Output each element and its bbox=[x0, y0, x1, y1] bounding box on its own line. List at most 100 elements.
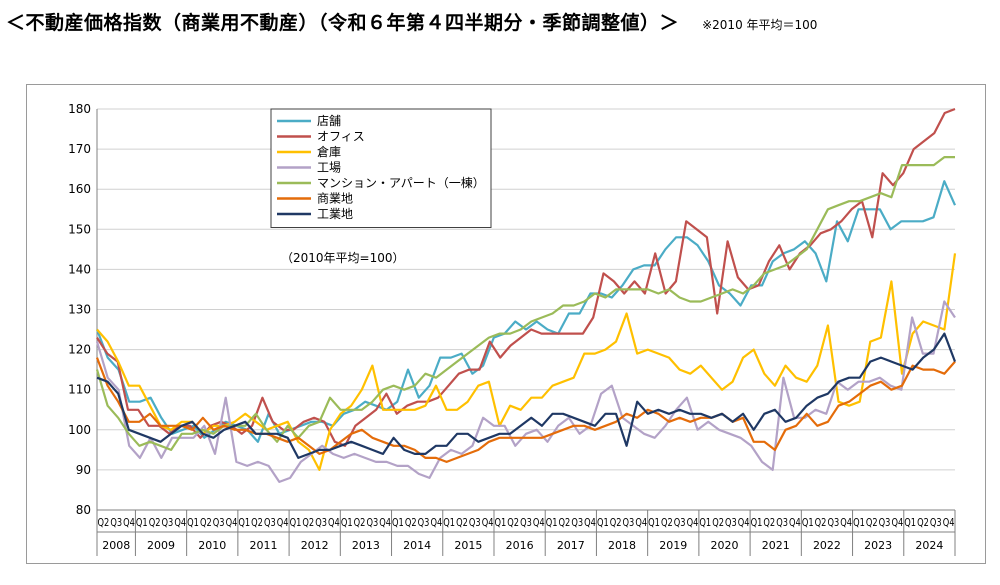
series-line bbox=[96, 332, 957, 459]
x-tick-label: Q3 bbox=[571, 517, 583, 529]
chart-frame: 80 90 100 110 120 130 140 150 160 170 180 Q2 Q3 Q4 Q1 Q… bbox=[26, 84, 986, 564]
x-tick-label: Q2 bbox=[866, 517, 878, 529]
legend-label: 倉庫 bbox=[317, 144, 341, 159]
x-tick-label: Q2 bbox=[251, 517, 263, 529]
year-label: 2020 bbox=[710, 539, 738, 552]
x-tick-label: Q2 bbox=[661, 517, 673, 529]
x-tick-label: Q3 bbox=[930, 517, 942, 529]
x-tick-label: Q2 bbox=[405, 517, 417, 529]
x-tick-label: Q3 bbox=[213, 517, 225, 529]
x-tick-label: Q1 bbox=[597, 517, 609, 529]
year-label: 2024 bbox=[915, 539, 943, 552]
year-label: 2009 bbox=[147, 539, 175, 552]
x-tick-label: Q1 bbox=[290, 517, 302, 529]
x-tick-label: Q1 bbox=[648, 517, 660, 529]
y-tick-label: 140 bbox=[68, 262, 91, 276]
x-tick-label: Q4 bbox=[379, 517, 391, 529]
page-title: ＜不動産価格指数（商業用不動産）（令和６年第４四半期分・季節調整値）＞ ※201… bbox=[6, 8, 817, 35]
legend-label: 店舗 bbox=[317, 114, 341, 128]
x-tick-label: Q2 bbox=[712, 517, 724, 529]
series-line bbox=[95, 300, 956, 483]
x-tick-label: Q2 bbox=[98, 517, 110, 529]
legend-label: マンション・アパート（一棟） bbox=[317, 175, 485, 190]
inner-base-note: （2010年平均=100） bbox=[281, 251, 405, 265]
x-tick-label: Q2 bbox=[763, 517, 775, 529]
x-tick-label: Q2 bbox=[456, 517, 468, 529]
y-tick-label: 90 bbox=[76, 463, 91, 477]
legend-label: 工場 bbox=[317, 161, 341, 175]
x-tick-label: Q4 bbox=[584, 517, 596, 529]
x-tick-label: Q4 bbox=[943, 517, 955, 529]
x-tick-label: Q3 bbox=[623, 517, 635, 529]
year-label: 2018 bbox=[608, 539, 636, 552]
x-tick-label: Q4 bbox=[533, 517, 545, 529]
x-tick-label: Q4 bbox=[174, 517, 186, 529]
x-tick-label: Q2 bbox=[200, 517, 212, 529]
legend-label: 工業地 bbox=[317, 207, 353, 221]
x-tick-label: Q4 bbox=[891, 517, 903, 529]
x-tick-label: Q4 bbox=[738, 517, 750, 529]
series-line bbox=[95, 357, 956, 463]
x-tick-label: Q4 bbox=[430, 517, 442, 529]
x-tick-label: Q2 bbox=[610, 517, 622, 529]
year-label: 2012 bbox=[301, 539, 329, 552]
x-tick-label: Q4 bbox=[277, 517, 289, 529]
year-label: 2014 bbox=[403, 539, 431, 552]
x-tick-label: Q4 bbox=[328, 517, 340, 529]
y-tick-label: 160 bbox=[68, 182, 91, 196]
x-tick-label: Q4 bbox=[123, 517, 135, 529]
x-tick-label: Q3 bbox=[162, 517, 174, 529]
y-tick-label: 130 bbox=[68, 303, 91, 317]
x-tick-label: Q1 bbox=[546, 517, 558, 529]
chart-title: ＜不動産価格指数（商業用不動産）（令和６年第４四半期分・季節調整値）＞ bbox=[6, 12, 680, 34]
series-line bbox=[95, 155, 955, 451]
x-tick-label: Q3 bbox=[879, 517, 891, 529]
year-label: 2013 bbox=[352, 539, 380, 552]
y-tick-label: 110 bbox=[68, 383, 91, 397]
x-tick-label: Q1 bbox=[443, 517, 455, 529]
base-note: ※2010 年平均＝100 bbox=[702, 18, 818, 32]
year-label: 2022 bbox=[813, 539, 841, 552]
y-tick-label: 150 bbox=[68, 222, 91, 236]
x-tick-label: Q4 bbox=[482, 517, 494, 529]
x-tick-label: Q1 bbox=[238, 517, 250, 529]
year-label: 2011 bbox=[249, 539, 277, 552]
x-tick-label: Q3 bbox=[366, 517, 378, 529]
year-label: 2017 bbox=[557, 539, 585, 552]
x-tick-label: Q1 bbox=[494, 517, 506, 529]
x-tick-label: Q3 bbox=[110, 517, 122, 529]
x-tick-label: Q1 bbox=[392, 517, 404, 529]
year-label: 2010 bbox=[198, 539, 226, 552]
x-tick-label: Q1 bbox=[187, 517, 199, 529]
x-tick-label: Q1 bbox=[751, 517, 763, 529]
x-tick-label: Q3 bbox=[776, 517, 788, 529]
y-tick-label: 80 bbox=[76, 503, 91, 517]
y-tick-label: 170 bbox=[68, 142, 91, 156]
year-label: 2023 bbox=[864, 539, 892, 552]
x-tick-label: Q3 bbox=[520, 517, 532, 529]
legend-label: 商業地 bbox=[317, 191, 353, 206]
x-tick-label: Q3 bbox=[264, 517, 276, 529]
x-tick-label: Q2 bbox=[302, 517, 314, 529]
x-tick-label: Q1 bbox=[853, 517, 865, 529]
year-label: 2016 bbox=[506, 539, 534, 552]
x-tick-label: Q2 bbox=[149, 517, 161, 529]
x-tick-label: Q2 bbox=[507, 517, 519, 529]
year-label: 2021 bbox=[762, 539, 790, 552]
x-tick-label: Q2 bbox=[559, 517, 571, 529]
series-line bbox=[96, 253, 957, 471]
x-tick-label: Q4 bbox=[635, 517, 647, 529]
y-tick-label: 100 bbox=[68, 423, 91, 437]
year-label: 2019 bbox=[659, 539, 687, 552]
x-tick-label: Q2 bbox=[354, 517, 366, 529]
x-tick-label: Q4 bbox=[789, 517, 801, 529]
x-tick-label: Q1 bbox=[904, 517, 916, 529]
x-tick-label: Q1 bbox=[802, 517, 814, 529]
x-tick-label: Q3 bbox=[674, 517, 686, 529]
series-line bbox=[95, 180, 957, 443]
legend-label: オフィス bbox=[317, 130, 365, 144]
x-tick-label: Q3 bbox=[418, 517, 430, 529]
x-tick-label: Q2 bbox=[917, 517, 929, 529]
year-label: 2008 bbox=[102, 539, 130, 552]
